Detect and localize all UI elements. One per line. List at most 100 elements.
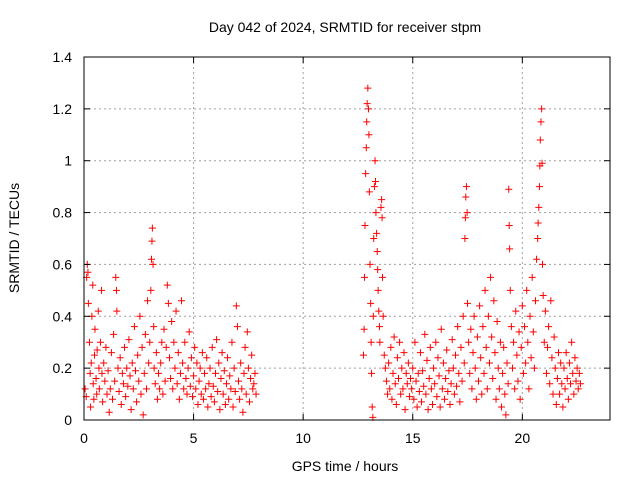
- data-point: [556, 390, 564, 398]
- data-point: [414, 369, 422, 377]
- data-point: [242, 390, 250, 398]
- data-point: [148, 237, 156, 245]
- data-point: [153, 395, 161, 403]
- data-point: [529, 328, 537, 336]
- data-point: [219, 390, 227, 398]
- data-point: [389, 369, 397, 377]
- data-point: [570, 390, 578, 398]
- data-point: [95, 364, 103, 372]
- data-point: [215, 359, 223, 367]
- data-point: [554, 349, 562, 357]
- data-point: [402, 369, 410, 377]
- data-point: [398, 364, 406, 372]
- data-point: [112, 286, 120, 294]
- data-point: [144, 297, 152, 305]
- data-point: [193, 359, 201, 367]
- data-point: [419, 367, 427, 375]
- y-tick-label: 0.4: [53, 308, 73, 324]
- data-point: [245, 398, 253, 406]
- data-point: [124, 382, 132, 390]
- data-point: [233, 323, 241, 331]
- data-point: [110, 330, 118, 338]
- data-point: [495, 385, 503, 393]
- y-tick-label: 0: [64, 412, 72, 428]
- data-point: [250, 380, 258, 388]
- data-point: [188, 393, 196, 401]
- data-point: [505, 222, 513, 230]
- data-point: [89, 380, 97, 388]
- data-point: [526, 312, 534, 320]
- data-point: [535, 203, 543, 211]
- data-point: [479, 323, 487, 331]
- data-point: [126, 372, 134, 380]
- data-point: [365, 131, 373, 139]
- data-point: [361, 273, 369, 281]
- data-point: [174, 349, 182, 357]
- data-point: [168, 317, 176, 325]
- data-point: [164, 299, 172, 307]
- data-point: [101, 377, 109, 385]
- data-point: [201, 369, 209, 377]
- data-point: [171, 364, 179, 372]
- data-point: [115, 387, 123, 395]
- data-point: [551, 364, 559, 372]
- y-axis-title: SRMTID / TECUs: [6, 183, 22, 293]
- data-point: [388, 395, 396, 403]
- data-point: [538, 105, 546, 113]
- data-point: [212, 369, 219, 377]
- data-point: [176, 369, 184, 377]
- data-point: [502, 411, 510, 419]
- y-tick-label: 0.8: [53, 205, 73, 221]
- data-point: [378, 214, 386, 222]
- data-point: [367, 338, 375, 346]
- data-point: [461, 214, 469, 222]
- data-point: [512, 307, 520, 315]
- data-point: [514, 377, 522, 385]
- data-point: [251, 369, 259, 377]
- data-point: [462, 183, 470, 191]
- data-point: [137, 390, 145, 398]
- data-point: [114, 364, 122, 372]
- data-point: [463, 209, 471, 217]
- data-point: [501, 390, 509, 398]
- data-point: [444, 387, 452, 395]
- data-point: [117, 400, 125, 408]
- data-point: [391, 380, 399, 388]
- data-point: [370, 235, 378, 242]
- data-point: [476, 302, 484, 310]
- data-point: [229, 403, 237, 411]
- data-point: [506, 245, 514, 253]
- data-point: [457, 343, 465, 351]
- data-point: [148, 224, 156, 232]
- data-point: [167, 375, 175, 383]
- data-point: [221, 400, 229, 408]
- data-point: [492, 395, 500, 403]
- data-point: [545, 323, 553, 331]
- data-point: [366, 260, 374, 268]
- data-point: [236, 395, 244, 403]
- data-point: [377, 203, 385, 211]
- data-point: [151, 380, 159, 388]
- data-point: [471, 364, 479, 372]
- data-point: [135, 377, 143, 385]
- data-point: [160, 325, 168, 333]
- data-point: [159, 390, 167, 398]
- data-point: [150, 323, 158, 331]
- data-point: [138, 343, 146, 351]
- x-tick-label: 5: [190, 430, 198, 446]
- data-point: [102, 343, 110, 351]
- data-point: [152, 349, 160, 357]
- data-point: [108, 395, 116, 403]
- data-point: [538, 260, 546, 268]
- data-point: [450, 390, 458, 398]
- data-point: [181, 338, 189, 346]
- data-point: [162, 343, 170, 351]
- data-point: [210, 398, 218, 406]
- grid: [84, 57, 610, 420]
- data-point: [461, 235, 469, 242]
- data-point: [508, 364, 516, 372]
- data-point: [475, 377, 482, 385]
- data-point: [527, 354, 535, 362]
- data-point: [129, 385, 137, 393]
